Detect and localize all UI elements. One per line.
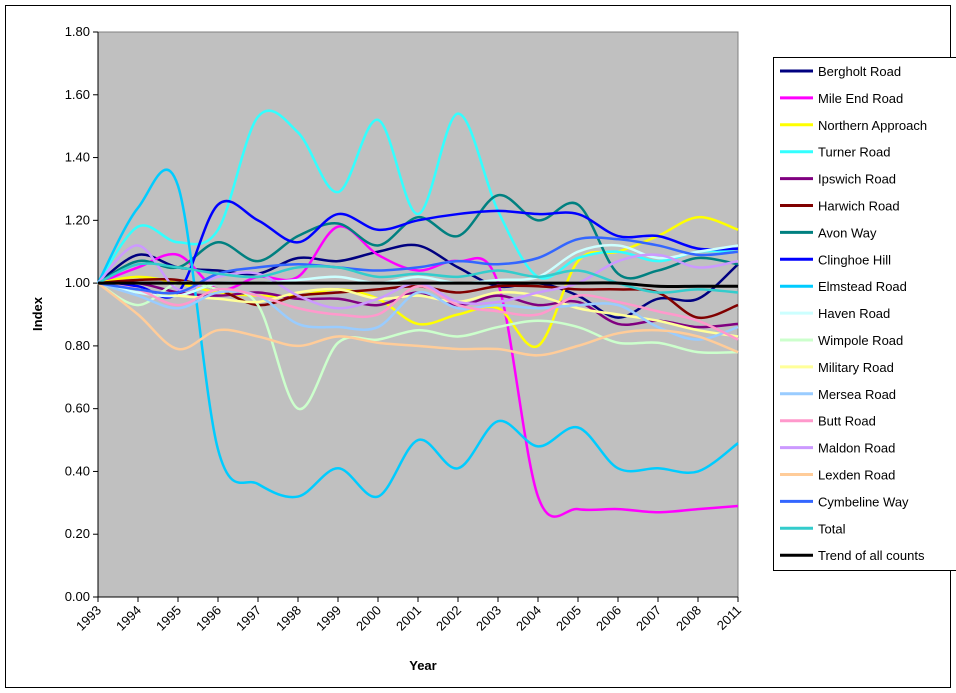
series-line bbox=[96, 168, 739, 499]
series-line bbox=[97, 282, 739, 357]
y-tick-label: 1.80 bbox=[65, 24, 90, 39]
series-line bbox=[97, 243, 739, 319]
y-tick-label: 0.20 bbox=[65, 526, 90, 541]
legend-label: Butt Road bbox=[818, 414, 876, 429]
legend-label: Ipswich Road bbox=[818, 172, 896, 187]
legend-label: Clinghoe Hill bbox=[818, 252, 891, 267]
legend-label: Mile End Road bbox=[818, 91, 903, 106]
y-tick-label: 1.20 bbox=[65, 212, 90, 227]
legend-label: Maldon Road bbox=[818, 441, 895, 456]
series-line bbox=[97, 281, 739, 341]
legend-label: Avon Way bbox=[818, 225, 877, 240]
y-tick-label: 1.00 bbox=[65, 275, 90, 290]
legend-label: Bergholt Road bbox=[818, 64, 901, 79]
legend-label: Cymbeline Way bbox=[818, 494, 909, 509]
y-tick-label: 0.60 bbox=[65, 401, 90, 416]
y-tick-label: 1.60 bbox=[65, 87, 90, 102]
y-tick-label: 0.80 bbox=[65, 338, 90, 353]
series-line bbox=[97, 193, 739, 285]
legend-label: Northern Approach bbox=[818, 118, 927, 133]
series-line bbox=[98, 281, 738, 288]
series-line bbox=[97, 281, 739, 341]
legend-label: Elmstead Road bbox=[818, 279, 907, 294]
y-tick-label: 1.40 bbox=[65, 150, 90, 165]
y-axis-title: Index bbox=[30, 296, 45, 331]
series-line bbox=[97, 236, 739, 295]
legend-label: Harwich Road bbox=[818, 199, 900, 214]
legend-label: Turner Road bbox=[818, 145, 891, 160]
legend-label: Wimpole Road bbox=[818, 333, 903, 348]
legend-label: Military Road bbox=[818, 360, 894, 375]
y-tick-label: 0.00 bbox=[65, 589, 90, 604]
legend-label: Mersea Road bbox=[818, 387, 896, 402]
y-tick-label: 0.40 bbox=[65, 463, 90, 478]
legend-label: Lexden Road bbox=[818, 468, 895, 483]
legend-label: Total bbox=[818, 521, 846, 536]
series-line bbox=[97, 199, 739, 299]
legend-label: Haven Road bbox=[818, 306, 890, 321]
x-axis-title: Year bbox=[409, 658, 436, 673]
series-line bbox=[97, 281, 739, 410]
legend-label: Trend of all counts bbox=[818, 548, 925, 563]
series-line bbox=[97, 262, 739, 294]
series-line bbox=[96, 109, 739, 284]
